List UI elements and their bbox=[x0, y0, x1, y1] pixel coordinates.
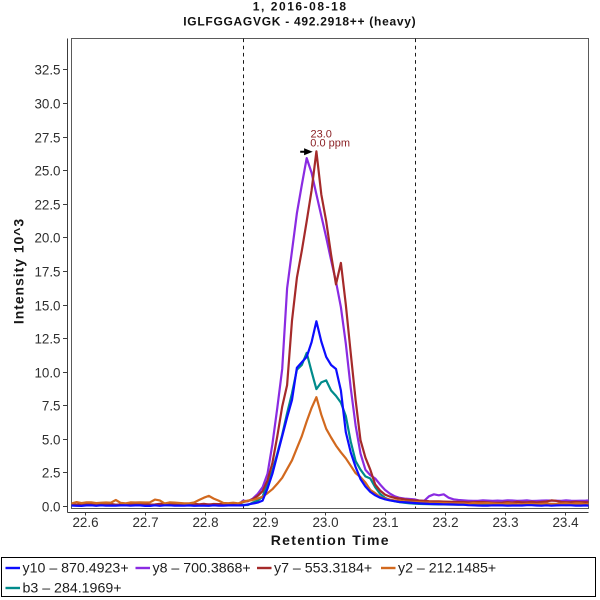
svg-text:23.3: 23.3 bbox=[492, 515, 518, 530]
svg-text:25.0: 25.0 bbox=[34, 163, 60, 178]
svg-text:22.8: 22.8 bbox=[192, 515, 218, 530]
svg-text:0.0: 0.0 bbox=[42, 499, 61, 514]
svg-text:y8 – 700.3868+: y8 – 700.3868+ bbox=[153, 561, 251, 577]
svg-text:0.0 ppm: 0.0 ppm bbox=[310, 137, 350, 149]
svg-text:12.5: 12.5 bbox=[34, 331, 60, 346]
svg-text:y10 – 870.4923+: y10 – 870.4923+ bbox=[23, 561, 129, 577]
svg-text:5.0: 5.0 bbox=[42, 432, 61, 447]
svg-text:1, 2016-08-18: 1, 2016-08-18 bbox=[253, 0, 348, 14]
svg-text:7.5: 7.5 bbox=[42, 398, 61, 413]
svg-text:32.5: 32.5 bbox=[34, 62, 60, 77]
svg-text:2.5: 2.5 bbox=[42, 465, 61, 480]
svg-text:22.9: 22.9 bbox=[252, 515, 278, 530]
svg-text:22.5: 22.5 bbox=[34, 197, 60, 212]
svg-text:y2 – 212.1485+: y2 – 212.1485+ bbox=[398, 561, 496, 577]
svg-text:10.0: 10.0 bbox=[34, 365, 60, 380]
svg-text:23.2: 23.2 bbox=[432, 515, 458, 530]
svg-text:17.5: 17.5 bbox=[34, 264, 60, 279]
svg-text:Intensity 10^3: Intensity 10^3 bbox=[11, 218, 27, 324]
svg-text:b3 – 284.1969+: b3 – 284.1969+ bbox=[23, 581, 122, 597]
svg-text:23.1: 23.1 bbox=[372, 515, 398, 530]
svg-text:23.0: 23.0 bbox=[312, 515, 338, 530]
svg-text:20.0: 20.0 bbox=[34, 230, 60, 245]
svg-text:30.0: 30.0 bbox=[34, 96, 60, 111]
svg-text:23.4: 23.4 bbox=[552, 515, 579, 530]
svg-text:27.5: 27.5 bbox=[34, 130, 60, 145]
svg-text:15.0: 15.0 bbox=[34, 298, 60, 313]
svg-text:y7 – 553.3184+: y7 – 553.3184+ bbox=[274, 561, 372, 577]
svg-text:Retention Time: Retention Time bbox=[271, 532, 390, 548]
svg-text:23.0: 23.0 bbox=[311, 128, 332, 140]
svg-text:22.7: 22.7 bbox=[132, 515, 158, 530]
svg-text:IGLFGGAGVGK - 492.2918++ (heav: IGLFGGAGVGK - 492.2918++ (heavy) bbox=[183, 15, 416, 29]
svg-text:22.6: 22.6 bbox=[72, 515, 98, 530]
